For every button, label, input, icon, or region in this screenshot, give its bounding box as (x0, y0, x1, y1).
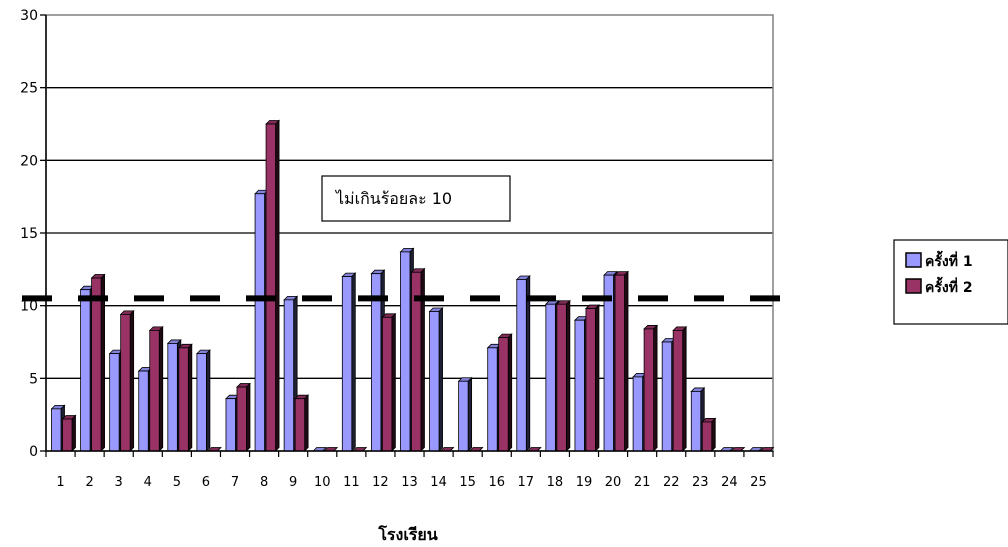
x-tick-label: 23 (692, 475, 709, 490)
x-tick-label: 14 (430, 475, 447, 490)
bar (672, 325, 688, 452)
bar (381, 312, 397, 452)
bar (457, 376, 473, 452)
x-tick-label: 25 (750, 475, 767, 490)
y-tick-label: 10 (20, 299, 38, 315)
bar (177, 343, 193, 452)
x-tick-label: 4 (144, 475, 152, 490)
bar (701, 417, 717, 452)
x-tick-label: 3 (115, 475, 123, 490)
bar (555, 299, 571, 452)
x-tick-label: 2 (85, 475, 93, 490)
x-tick-label: 22 (663, 475, 680, 490)
bar (90, 273, 106, 452)
y-tick-label: 30 (20, 8, 38, 24)
x-tick-label: 17 (518, 475, 535, 490)
x-tick-label: 24 (721, 475, 738, 490)
legend-swatch (905, 278, 922, 294)
annotation-text: ไม่เกินร้อยละ 10 (334, 189, 452, 208)
x-tick-label: 10 (314, 475, 331, 490)
legend: ครั้งที่ 1 ครั้งที่ 2 (893, 239, 1008, 325)
bar (584, 304, 600, 452)
x-tick-label: 13 (401, 475, 418, 490)
bar (497, 333, 513, 452)
y-tick-label: 15 (20, 226, 38, 242)
y-tick-label: 20 (20, 153, 38, 169)
bar (643, 324, 659, 452)
x-tick-label: 15 (459, 475, 476, 490)
bar (614, 270, 629, 452)
bars (50, 119, 775, 452)
x-tick-label: 11 (343, 475, 360, 490)
x-tick-label: 19 (576, 475, 593, 490)
x-tick-label: 12 (372, 475, 389, 490)
bar (294, 394, 310, 452)
x-tick-label: 6 (202, 475, 210, 490)
bar (515, 275, 531, 452)
bar (119, 309, 135, 452)
x-tick-label: 1 (56, 475, 64, 490)
bar (148, 325, 164, 452)
bar (410, 267, 426, 452)
x-tick-label: 9 (289, 475, 297, 490)
y-tick-label: 0 (29, 444, 38, 460)
x-tick-label: 16 (488, 475, 505, 490)
bar (236, 382, 251, 452)
legend-swatch (905, 252, 922, 268)
y-tick-label: 25 (20, 81, 38, 97)
bar (265, 119, 281, 452)
bar (61, 414, 77, 452)
bar (341, 272, 357, 452)
x-tick-label: 7 (231, 475, 239, 490)
legend-label: ครั้งที่ 1 (925, 250, 973, 270)
x-axis-label: โรงเรียน (377, 524, 437, 544)
x-tick-label: 20 (605, 475, 622, 490)
x-tick-label: 18 (547, 475, 564, 490)
bar (428, 307, 444, 452)
y-axis-ticks: 0 5 10 15 20 25 30 (20, 8, 46, 460)
bar (195, 349, 211, 452)
x-tick-label: 5 (173, 475, 181, 490)
x-tick-label: 21 (634, 475, 651, 490)
annotation-box: ไม่เกินร้อยละ 10 (321, 175, 511, 222)
x-axis-ticks: 1 2 3 4 5 6 7 8 9 10 11 12 13 14 15 16 17 18 19 20 21 22 23 24 2… (45, 451, 774, 490)
legend-label: ครั้งที่ 2 (925, 276, 973, 296)
y-tick-label: 5 (29, 371, 38, 387)
x-tick-label: 8 (260, 475, 268, 490)
